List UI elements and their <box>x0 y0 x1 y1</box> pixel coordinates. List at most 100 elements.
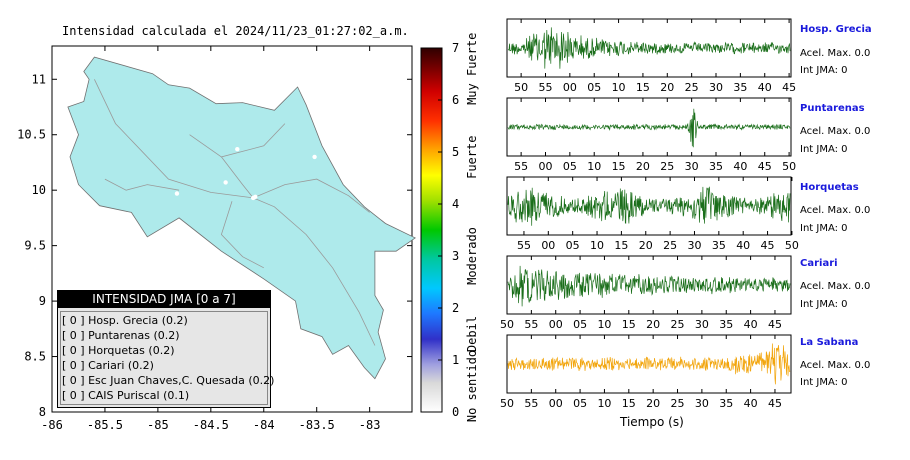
station-name: Cariari <box>800 258 838 269</box>
waveform-tick-label: 55 <box>538 81 552 94</box>
waveform-tick-label: 25 <box>671 318 685 331</box>
waveform-tick-label: 45 <box>758 160 772 173</box>
x-tick-label: -85.5 <box>87 418 123 432</box>
waveform-tick-label: 25 <box>671 397 685 410</box>
waveform-tick-label: 05 <box>566 239 580 252</box>
waveform-tick-label: 00 <box>563 81 577 94</box>
waveform-tick-label: 20 <box>660 81 674 94</box>
station-markers <box>174 146 317 201</box>
waveform-tick-label: 00 <box>538 160 552 173</box>
y-tick-label: 10 <box>32 183 46 197</box>
waveform-tick-label: 05 <box>573 318 587 331</box>
waveform-tick-label: 55 <box>524 318 538 331</box>
waveform-tick-label: 45 <box>782 81 796 94</box>
waveform-tick-label: 25 <box>660 160 674 173</box>
station-acel: Acel. Max. 0.0 <box>800 281 871 292</box>
waveform-tick-label: 35 <box>712 239 726 252</box>
y-tick-label: 9 <box>39 294 46 308</box>
waveform-tick-label: 40 <box>744 397 758 410</box>
x-tick-label: -84 <box>253 418 275 432</box>
legend-row: [ 0 ] Puntarenas (0.2) <box>62 329 180 342</box>
waveform-tick-label: 30 <box>709 81 723 94</box>
waveform-tick-label: 15 <box>612 160 626 173</box>
road <box>94 79 254 199</box>
station-marker <box>250 195 256 201</box>
waveform-tick-label: 10 <box>597 318 611 331</box>
x-tick-label: -84.5 <box>193 418 229 432</box>
station-name: Puntarenas <box>800 103 865 114</box>
y-tick-label: 8.5 <box>24 350 46 364</box>
waveform-tick-label: 50 <box>514 81 528 94</box>
road <box>220 201 264 269</box>
map-title: Intensidad calculada el 2024/11/23_01:27… <box>62 24 409 38</box>
legend-row: [ 0 ] Hosp. Grecia (0.2) <box>62 314 188 327</box>
waveform-trace <box>507 108 791 148</box>
waveform-panel: 55 00 05 10 15 20 25 30 35 40 45 50 <box>506 176 799 252</box>
y-tick-label: 8 <box>39 405 46 419</box>
waveform-tick-label: 35 <box>733 81 747 94</box>
waveform-tick-label: 40 <box>758 81 772 94</box>
waveform-tick-label: 05 <box>587 81 601 94</box>
waveform-tick-label: 20 <box>646 318 660 331</box>
y-tick-label: 10.5 <box>17 128 46 142</box>
colorbar-tick-label: 3 <box>452 249 459 263</box>
legend-row: [ 0 ] Cariari (0.2) <box>62 359 154 372</box>
waveform-tick-label: 50 <box>500 318 514 331</box>
waveform-tick-label: 40 <box>744 318 758 331</box>
legend-title: INTENSIDAD JMA [0 a 7] <box>57 290 271 308</box>
waveform-tick-label: 30 <box>685 160 699 173</box>
station-int: Int JMA: 0 <box>800 223 848 234</box>
waveform-tick-label: 10 <box>587 160 601 173</box>
x-tick-label: -83 <box>359 418 381 432</box>
waveform-tick-label: 50 <box>500 397 514 410</box>
colorbar-tick-label: 7 <box>452 41 459 55</box>
waveform-tick-label: 45 <box>768 318 782 331</box>
colorbar-label: Muy Fuerte <box>465 33 479 105</box>
station-acel: Acel. Max. 0.0 <box>800 126 871 137</box>
waveform-panel: 50 55 00 05 10 15 20 25 30 35 40 45 <box>500 334 792 410</box>
colorbar-tick-label: 1 <box>452 353 459 367</box>
waveform-tick-label: 00 <box>549 397 563 410</box>
road <box>221 156 254 199</box>
station-marker <box>312 154 317 160</box>
waveform-tick-label: 15 <box>636 81 650 94</box>
waveform-tick-label: 35 <box>709 160 723 173</box>
x-tick-label: -86 <box>41 418 63 432</box>
colorbar-label: Debil <box>465 316 479 352</box>
waveform-panel: 50 55 00 05 10 15 20 25 30 35 40 45 <box>506 18 796 94</box>
road <box>104 178 180 191</box>
colorbar-tick-label: 0 <box>452 405 459 419</box>
station-int: Int JMA: 0 <box>800 299 848 310</box>
waveform-tick-label: 25 <box>685 81 699 94</box>
station-marker <box>235 146 240 152</box>
colorbar-label: Fuerte <box>465 136 479 179</box>
road <box>253 197 376 346</box>
waveform-tick-label: 55 <box>517 239 531 252</box>
waveform-tick-label: 45 <box>761 239 775 252</box>
waveform-tick-label: 15 <box>622 318 636 331</box>
waveform-tick-label: 40 <box>733 160 747 173</box>
waveform-trace <box>507 27 791 69</box>
waveform-tick-label: 20 <box>639 239 653 252</box>
station-acel: Acel. Max. 0.0 <box>800 48 871 59</box>
waveform-tick-label: 55 <box>524 397 538 410</box>
colorbar-label: No sentido <box>465 350 479 422</box>
land-outline <box>67 56 416 380</box>
waveform-tick-label: 45 <box>768 397 782 410</box>
map-x-axis: -86 -85.5 -85 -84.5 -84 -83.5 -83 <box>41 46 380 432</box>
x-tick-label: -85 <box>147 418 169 432</box>
waveform-tick-label: 55 <box>514 160 528 173</box>
waveform-tick-label: 05 <box>563 160 577 173</box>
waveform-tick-label: 10 <box>597 397 611 410</box>
station-int: Int JMA: 0 <box>800 377 848 388</box>
station-name: Hosp. Grecia <box>800 24 872 35</box>
colorbar-tick-label: 4 <box>452 197 459 211</box>
station-acel: Acel. Max. 0.0 <box>800 205 871 216</box>
y-tick-label: 9.5 <box>24 239 46 253</box>
y-tick-label: 11 <box>32 72 46 86</box>
waveform-tick-label: 40 <box>736 239 750 252</box>
station-name: La Sabana <box>800 337 859 348</box>
